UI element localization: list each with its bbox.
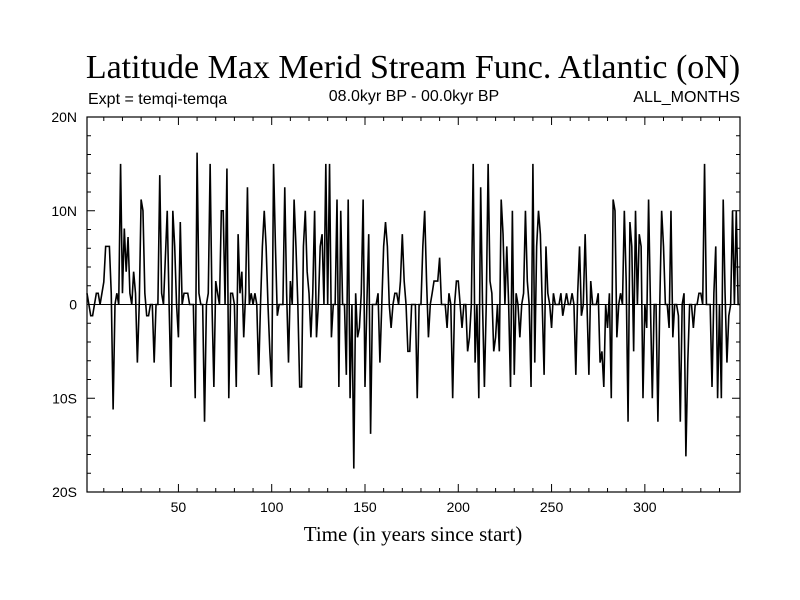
x-tick-label: 100 [260, 499, 284, 515]
chart-subtitle-left: Expt = temqi-temqa [88, 91, 227, 108]
x-tick-label: 50 [171, 499, 187, 515]
chart-title: Latitude Max Merid Stream Func. Atlantic… [86, 49, 740, 86]
x-tick-label: 150 [353, 499, 377, 515]
y-tick-label: 20N [51, 109, 77, 125]
x-axis-label: Time (in years since start) [304, 522, 523, 546]
y-tick-label: 0 [69, 297, 77, 313]
x-tick-label: 300 [633, 499, 657, 515]
x-tick-label: 250 [540, 499, 564, 515]
y-tick-label: 20S [52, 484, 77, 500]
y-tick-label: 10N [51, 203, 77, 219]
y-tick-label: 10S [52, 390, 77, 406]
chart-subtitle-center: 08.0kyr BP - 00.0kyr BP [329, 88, 499, 105]
series-line-0 [86, 152, 740, 469]
x-tick-label: 200 [447, 499, 471, 515]
chart-subtitle-right: ALL_MONTHS [633, 89, 740, 106]
plot-area: 50 100 150 200 250 300 20S 10S 0 10N 20N [51, 109, 741, 515]
